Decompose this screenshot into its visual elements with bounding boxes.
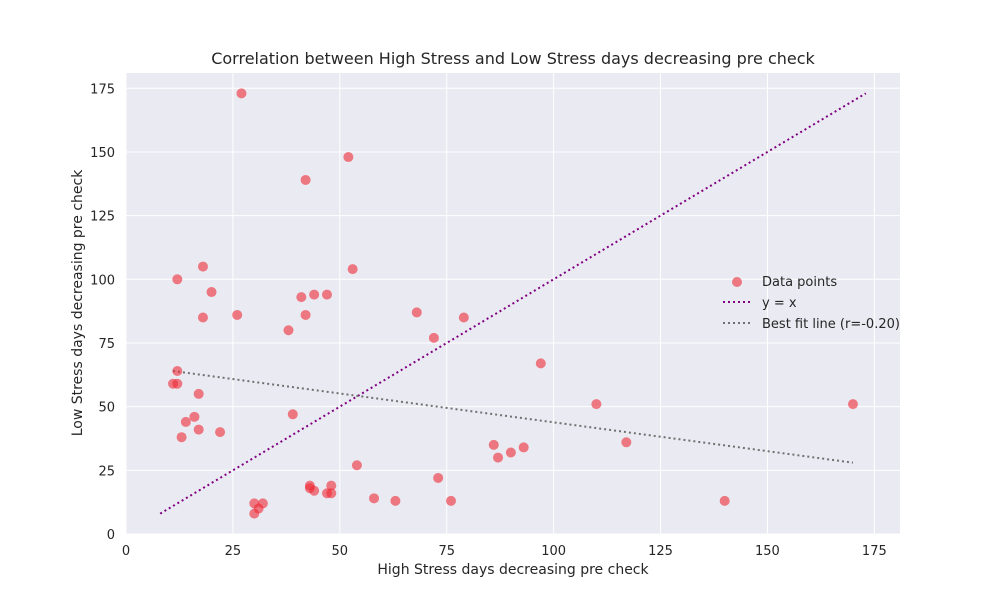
data-point — [719, 495, 730, 506]
data-point — [215, 427, 226, 438]
data-point — [193, 388, 204, 399]
data-point — [518, 442, 529, 453]
x-tick-label: 25 — [225, 544, 242, 559]
x-tick-label: 125 — [648, 544, 673, 559]
data-point — [326, 480, 337, 491]
x-tick-label: 75 — [438, 544, 455, 559]
data-point — [390, 495, 401, 506]
y-tick-label: 75 — [98, 337, 115, 352]
data-point — [236, 88, 247, 99]
data-point — [180, 416, 191, 427]
x-tick-labels: 0 25 50 75 100 125 150 175 — [122, 544, 887, 559]
y-tick-label: 125 — [90, 210, 115, 225]
data-point — [309, 289, 320, 300]
data-point — [283, 325, 294, 336]
data-point — [172, 365, 183, 376]
data-point — [347, 264, 358, 275]
y-tick-label: 175 — [90, 82, 115, 97]
y-axis-label: Low Stress days decreasing pre check — [70, 169, 86, 437]
series-lines — [159, 92, 867, 515]
legend: Data points y = x Best fit line (r=-0.20… — [723, 275, 900, 332]
y-tick-label: 0 — [107, 528, 115, 543]
y-tick-label: 25 — [98, 464, 115, 479]
data-point — [433, 472, 444, 483]
data-point — [847, 399, 858, 410]
data-point — [488, 439, 499, 450]
data-point — [172, 274, 183, 285]
x-axis-label: High Stress days decreasing pre check — [377, 562, 649, 578]
data-point — [458, 312, 469, 323]
data-point — [300, 174, 311, 185]
x-tick-label: 150 — [755, 544, 780, 559]
data-point — [232, 309, 243, 320]
data-point — [197, 312, 208, 323]
data-point — [326, 488, 337, 499]
data-point — [535, 358, 546, 369]
data-point — [287, 409, 298, 420]
data-point — [343, 152, 354, 163]
data-point — [493, 452, 504, 463]
data-point — [445, 495, 456, 506]
legend-label-identity-line: y = x — [762, 296, 797, 311]
data-point — [369, 493, 380, 504]
data-point — [411, 307, 422, 318]
data-point — [197, 261, 208, 272]
data-point — [172, 378, 183, 389]
data-point — [249, 508, 260, 519]
y-tick-labels: 0 25 50 75 100 125 150 175 — [90, 82, 115, 543]
data-point — [296, 292, 307, 303]
y-tick-label: 150 — [90, 146, 115, 161]
x-tick-label: 50 — [332, 544, 349, 559]
data-point — [300, 309, 311, 320]
data-point — [621, 437, 632, 448]
legend-label-data-points: Data points — [762, 275, 837, 290]
data-point — [351, 460, 362, 471]
identity-line — [159, 92, 867, 515]
y-tick-label: 100 — [90, 273, 115, 288]
data-point — [309, 485, 320, 496]
legend-marker-data-points — [732, 277, 742, 287]
grid-lines — [125, 73, 900, 535]
chart-title: Correlation between High Stress and Low … — [211, 49, 815, 68]
data-points — [168, 88, 858, 519]
data-point — [176, 432, 187, 443]
data-point — [428, 332, 439, 343]
data-point — [206, 287, 217, 298]
data-point — [591, 399, 602, 410]
best-fit-line — [172, 370, 854, 464]
x-tick-label: 100 — [541, 544, 566, 559]
legend-label-fit-line: Best fit line (r=-0.20) — [762, 317, 900, 332]
data-point — [189, 411, 200, 422]
y-tick-label: 50 — [98, 401, 115, 416]
x-tick-label: 0 — [122, 544, 130, 559]
data-point — [193, 424, 204, 435]
data-point — [321, 289, 332, 300]
data-point — [505, 447, 516, 458]
x-tick-label: 175 — [862, 544, 887, 559]
